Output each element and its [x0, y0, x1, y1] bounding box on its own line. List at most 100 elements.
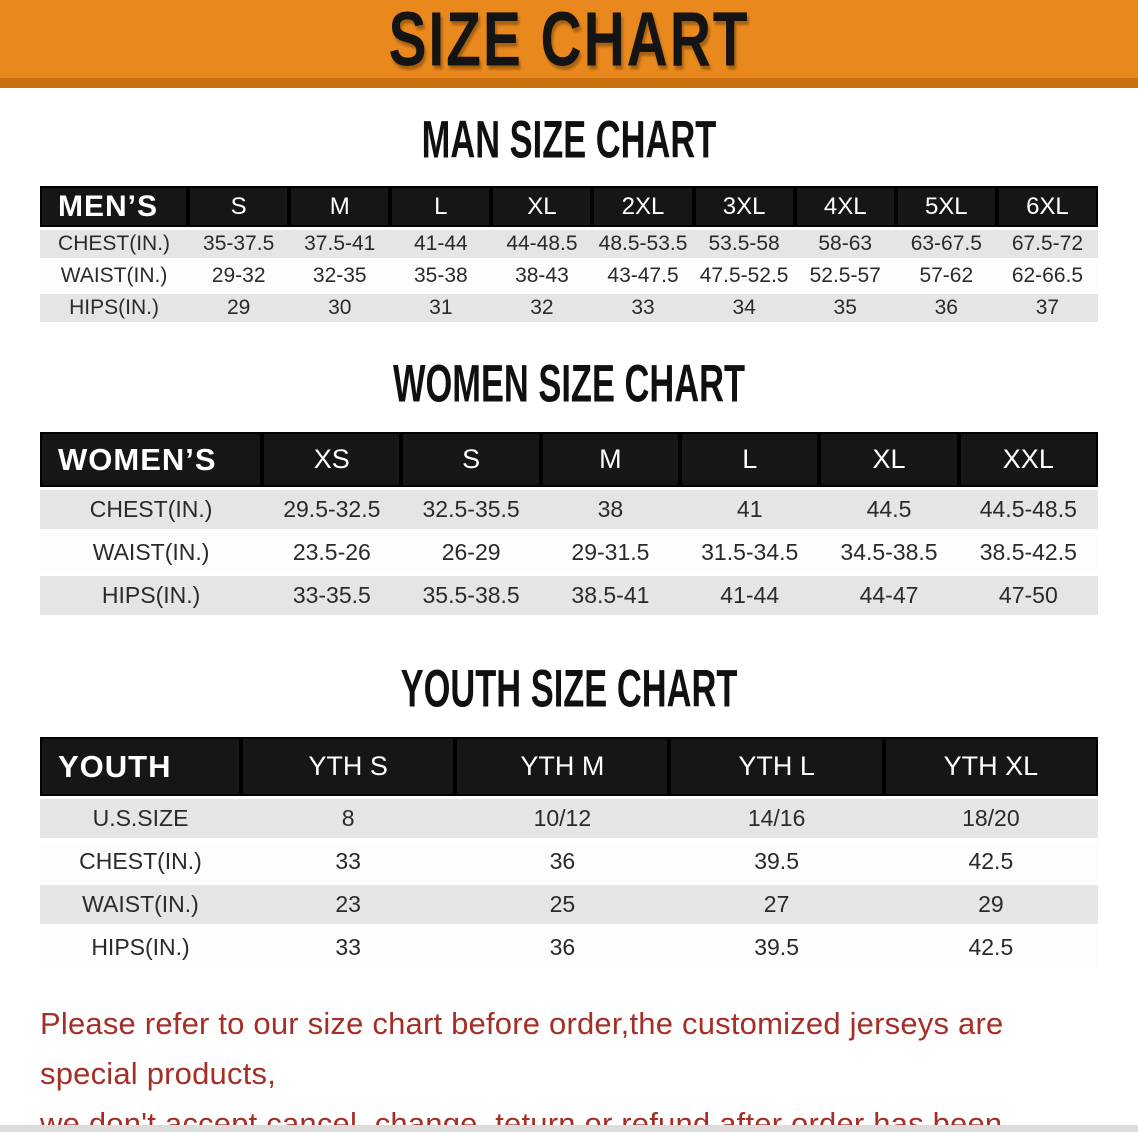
table-row: HIPS(IN.) 33 36 39.5 42.5 — [40, 928, 1098, 971]
section-women: WOMEN SIZE CHART WOMEN’S XS S M L XL XXL CHEST(… — [0, 354, 1138, 619]
size-column-header: 2XL — [592, 186, 694, 230]
measurement-value: 44-48.5 — [491, 230, 593, 262]
measurement-value: 35.5-38.5 — [401, 576, 541, 619]
measurement-value: 37 — [996, 294, 1098, 326]
measurement-label: WAIST(IN.) — [40, 885, 242, 928]
table-row: CHEST(IN.) 29.5-32.5 32.5-35.5 38 41 44.5 44.5… — [40, 490, 1098, 533]
measurement-value: 35-38 — [390, 262, 492, 294]
measurement-value: 29.5-32.5 — [262, 490, 402, 533]
measurement-value: 29-31.5 — [540, 533, 681, 576]
size-column-header: YTH S — [241, 737, 456, 799]
table-row: CHEST(IN.) 33 36 39.5 42.5 — [40, 842, 1098, 885]
measurement-value: 35 — [794, 294, 896, 326]
table-row: WAIST(IN.) 29-32 32-35 35-38 38-43 43-47.5 47.… — [40, 262, 1098, 294]
measurement-value: 26-29 — [401, 533, 541, 576]
bottom-strip — [0, 1125, 1138, 1132]
youth-section-title: YOUTH SIZE CHART — [400, 659, 738, 718]
size-column-header: 6XL — [996, 186, 1098, 230]
measurement-value: 48.5-53.5 — [592, 230, 694, 262]
size-column-header: M — [540, 432, 681, 490]
measurement-value: 37.5-41 — [289, 230, 391, 262]
measurement-label: HIPS(IN.) — [40, 294, 189, 326]
measurement-label: CHEST(IN.) — [40, 230, 189, 262]
measurement-label: WAIST(IN.) — [40, 262, 189, 294]
size-column-header: 4XL — [794, 186, 896, 230]
measurement-value: 42.5 — [883, 842, 1098, 885]
table-header-row: MEN’S S M L XL 2XL 3XL 4XL 5XL 6XL — [40, 186, 1098, 230]
table-row: HIPS(IN.) 33-35.5 35.5-38.5 38.5-41 41-44 44-… — [40, 576, 1098, 619]
table-row: CHEST(IN.) 35-37.5 37.5-41 41-44 44-48.5 48.5… — [40, 230, 1098, 262]
measurement-value: 57-62 — [895, 262, 997, 294]
measurement-value: 67.5-72 — [996, 230, 1098, 262]
measurement-value: 35-37.5 — [188, 230, 290, 262]
size-column-header: S — [188, 186, 290, 230]
measurement-value: 29 — [883, 885, 1098, 928]
table-row: WAIST(IN.) 23 25 27 29 — [40, 885, 1098, 928]
measurement-value: 10/12 — [455, 799, 670, 842]
banner-title: SIZE CHART — [388, 0, 750, 82]
size-column-header: L — [390, 186, 492, 230]
banner: SIZE CHART — [0, 0, 1138, 88]
size-column-header: XL — [819, 432, 959, 490]
measurement-value: 32-35 — [289, 262, 391, 294]
measurement-value: 53.5-58 — [693, 230, 795, 262]
table-group-label: YOUTH — [40, 737, 242, 799]
measurement-value: 38 — [540, 490, 681, 533]
measurement-value: 44.5 — [819, 490, 959, 533]
size-column-header: M — [289, 186, 391, 230]
measurement-label: HIPS(IN.) — [40, 928, 242, 971]
section-men: MAN SIZE CHART MEN’S S M L XL 2XL 3XL 4XL 5XL 6XL… — [0, 110, 1138, 326]
measurement-value: 32.5-35.5 — [401, 490, 541, 533]
measurement-value: 33 — [241, 928, 456, 971]
measurement-value: 58-63 — [794, 230, 896, 262]
measurement-value: 23.5-26 — [262, 533, 402, 576]
measurement-value: 38-43 — [491, 262, 593, 294]
measurement-value: 41 — [680, 490, 820, 533]
measurement-value: 38.5-42.5 — [958, 533, 1098, 576]
size-column-header: XS — [262, 432, 402, 490]
measurement-label: CHEST(IN.) — [40, 842, 242, 885]
size-column-header: XXL — [958, 432, 1098, 490]
measurement-value: 34 — [693, 294, 795, 326]
measurement-value: 38.5-41 — [540, 576, 681, 619]
measurement-value: 31 — [390, 294, 492, 326]
measurement-label: U.S.SIZE — [40, 799, 242, 842]
measurement-value: 44.5-48.5 — [958, 490, 1098, 533]
footer-note: Please refer to our size chart before or… — [40, 999, 1094, 1132]
women-size-table: WOMEN’S XS S M L XL XXL CHEST(IN.) 29.5-32.5 32.5… — [40, 432, 1098, 619]
table-row: WAIST(IN.) 23.5-26 26-29 29-31.5 31.5-34.5 34… — [40, 533, 1098, 576]
size-column-header: YTH L — [669, 737, 884, 799]
women-section-title: WOMEN SIZE CHART — [392, 354, 746, 413]
size-column-header: 3XL — [693, 186, 795, 230]
footer-note-line-1: Please refer to our size chart before or… — [40, 1006, 1004, 1092]
measurement-value: 23 — [241, 885, 456, 928]
measurement-value: 29 — [188, 294, 290, 326]
measurement-value: 33 — [241, 842, 456, 885]
measurement-label: CHEST(IN.) — [40, 490, 263, 533]
measurement-value: 36 — [455, 842, 670, 885]
measurement-value: 32 — [491, 294, 593, 326]
measurement-value: 47-50 — [958, 576, 1098, 619]
youth-size-table: YOUTH YTH S YTH M YTH L YTH XL U.S.SIZE 8 10/12… — [40, 737, 1098, 971]
measurement-value: 33-35.5 — [262, 576, 402, 619]
measurement-value: 36 — [455, 928, 670, 971]
measurement-value: 8 — [241, 799, 456, 842]
measurement-value: 14/16 — [669, 799, 884, 842]
measurement-label: HIPS(IN.) — [40, 576, 263, 619]
measurement-value: 31.5-34.5 — [680, 533, 820, 576]
table-row: HIPS(IN.) 29 30 31 32 33 34 35 36 37 — [40, 294, 1098, 326]
measurement-value: 27 — [669, 885, 884, 928]
measurement-value: 62-66.5 — [996, 262, 1098, 294]
measurement-value: 63-67.5 — [895, 230, 997, 262]
size-column-header: YTH M — [455, 737, 670, 799]
measurement-value: 34.5-38.5 — [819, 533, 959, 576]
measurement-value: 47.5-52.5 — [693, 262, 795, 294]
size-column-header: S — [401, 432, 541, 490]
measurement-value: 18/20 — [883, 799, 1098, 842]
table-group-label: MEN’S — [40, 186, 189, 230]
measurement-value: 30 — [289, 294, 391, 326]
measurement-value: 36 — [895, 294, 997, 326]
section-youth: YOUTH SIZE CHART YOUTH YTH S YTH M YTH L YTH… — [0, 659, 1138, 971]
men-section-title: MAN SIZE CHART — [421, 110, 717, 169]
